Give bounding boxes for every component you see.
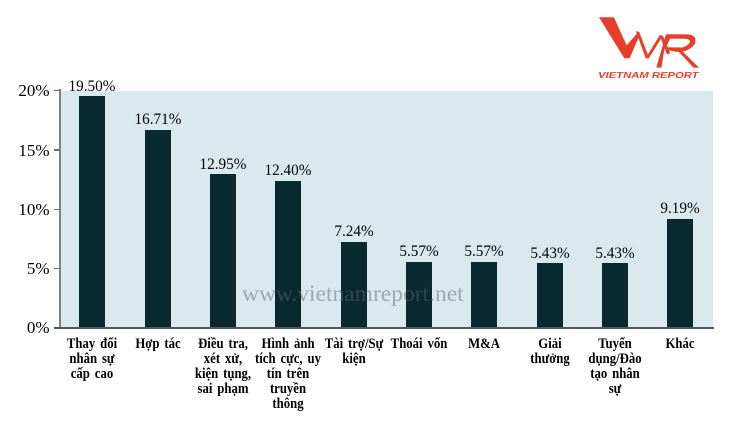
svg-text:VIETNAM REPORT: VIETNAM REPORT: [598, 70, 699, 80]
